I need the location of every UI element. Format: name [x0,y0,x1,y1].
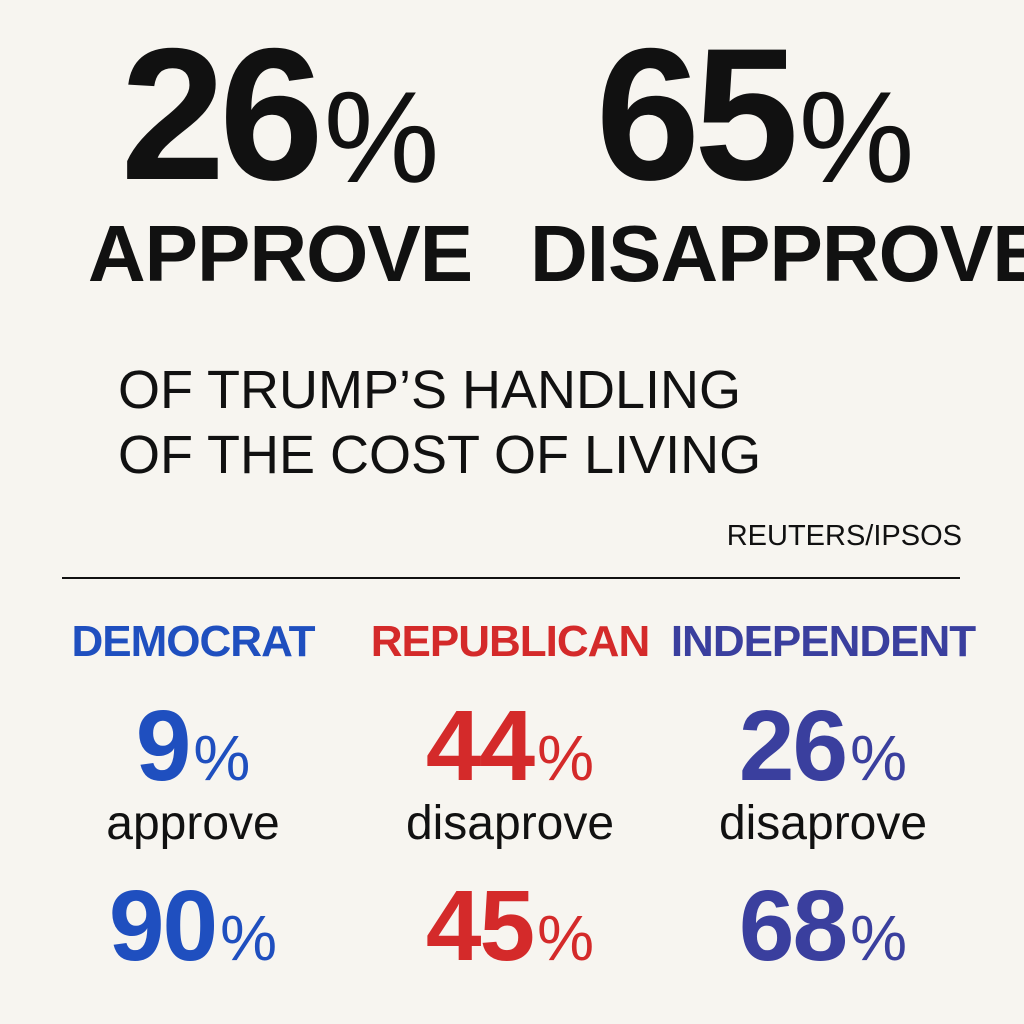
disapprove-percentage: 65% [530,20,980,208]
divider [62,577,960,579]
party-column-republican: REPUBLICAN 44% disaprove 45% [345,617,675,977]
approve-value: 26 [120,9,324,219]
disapprove-value: 65 [595,9,799,219]
percent-sign: % [537,902,595,974]
party-column-independent: INDEPENDENT 26% disaprove 68% [658,617,988,977]
percent-sign: % [850,902,908,974]
party-first-value: 9 [135,690,192,802]
approve-percentage: 26% [60,20,500,208]
party-first-percentage: 9% [28,696,358,796]
disapprove-headline: 65% DISAPPROVE [530,20,1024,298]
party-first-value: 44 [425,690,535,802]
party-word: approve [106,797,280,850]
percent-sign: % [193,722,251,794]
party-column-democrat: DEMOCRAT 9% approve 90% [28,617,358,977]
approve-percent-sign: % [323,64,440,210]
party-first-value: 26 [738,690,848,802]
source-credit: REUTERS/IPSOS [726,520,962,552]
party-second-value: 45 [425,870,535,982]
party-second-value: 90 [108,870,218,982]
party-second-percentage: 68% [658,876,988,976]
party-second-percentage: 45% [345,876,675,976]
party-first-percentage: 26% [658,696,988,796]
party-second-percentage: 90% [28,876,358,976]
subtitle-line-2: OF THE COST OF LIVING [118,424,762,485]
approve-headline: 26% APPROVE [60,20,500,294]
disapprove-label: DISAPPROVE [530,209,1024,298]
subtitle: OF TRUMP’S HANDLING OF THE COST OF LIVIN… [118,358,938,488]
party-word: disaprove [405,797,615,850]
percent-sign: % [850,722,908,794]
subtitle-line-1: OF TRUMP’S HANDLING [118,360,742,420]
party-name: REPUBLICAN [370,617,650,666]
party-word: disaprove [718,797,928,850]
party-name: INDEPENDENT [670,617,976,666]
party-name: DEMOCRAT [71,617,316,666]
percent-sign: % [220,902,278,974]
party-second-value: 68 [738,870,848,982]
percent-sign: % [537,722,595,794]
party-first-percentage: 44% [345,696,675,796]
approve-label: APPROVE [87,209,473,298]
disapprove-percent-sign: % [798,64,915,210]
